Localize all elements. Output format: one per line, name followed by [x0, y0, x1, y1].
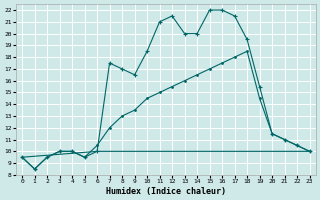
X-axis label: Humidex (Indice chaleur): Humidex (Indice chaleur) [106, 187, 226, 196]
